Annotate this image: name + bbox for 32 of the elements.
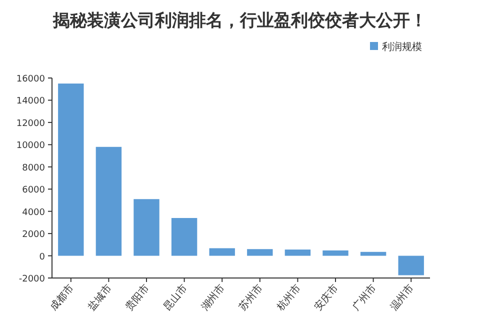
x-tick-label: 湖州市: [198, 282, 228, 313]
bar: [171, 218, 198, 256]
legend-label: 利润规模: [382, 41, 422, 53]
x-tick-label: 昆山市: [161, 282, 190, 313]
y-tick-label: 14000: [16, 96, 46, 107]
y-tick-label: -2000: [18, 274, 46, 284]
x-tick-label: 杭州市: [274, 282, 303, 314]
y-tick-label: 0: [39, 252, 46, 262]
x-tick-label: 贵阳市: [123, 282, 152, 313]
y-tick-label: 8000: [22, 163, 46, 174]
x-tick-label: 广州市: [350, 282, 379, 313]
bar: [360, 252, 386, 256]
bar: [247, 249, 273, 256]
bar: [209, 248, 235, 256]
x-tick-label: 盐城市: [86, 282, 114, 313]
y-tick-label: 4000: [22, 208, 46, 218]
chart-title: 揭秘装潢公司利润排名，行业盈利佼佼者大公开！: [52, 11, 427, 31]
bar: [96, 146, 122, 256]
x-tick-label: 苏州市: [236, 282, 266, 313]
bar: [322, 250, 348, 256]
bar: [284, 250, 311, 256]
bar: [398, 256, 424, 276]
y-tick-label: 12000: [16, 118, 46, 129]
x-tick-label: 安庆市: [312, 282, 341, 313]
x-tick-label: 温州市: [388, 282, 416, 313]
y-tick-label: 16000: [16, 74, 46, 84]
bar: [134, 199, 160, 256]
bar: [58, 84, 84, 256]
x-tick-label: 成都市: [48, 282, 76, 313]
y-tick-label: 6000: [22, 186, 46, 196]
y-tick-label: 10000: [16, 141, 46, 152]
y-tick-label: 2000: [22, 230, 46, 240]
